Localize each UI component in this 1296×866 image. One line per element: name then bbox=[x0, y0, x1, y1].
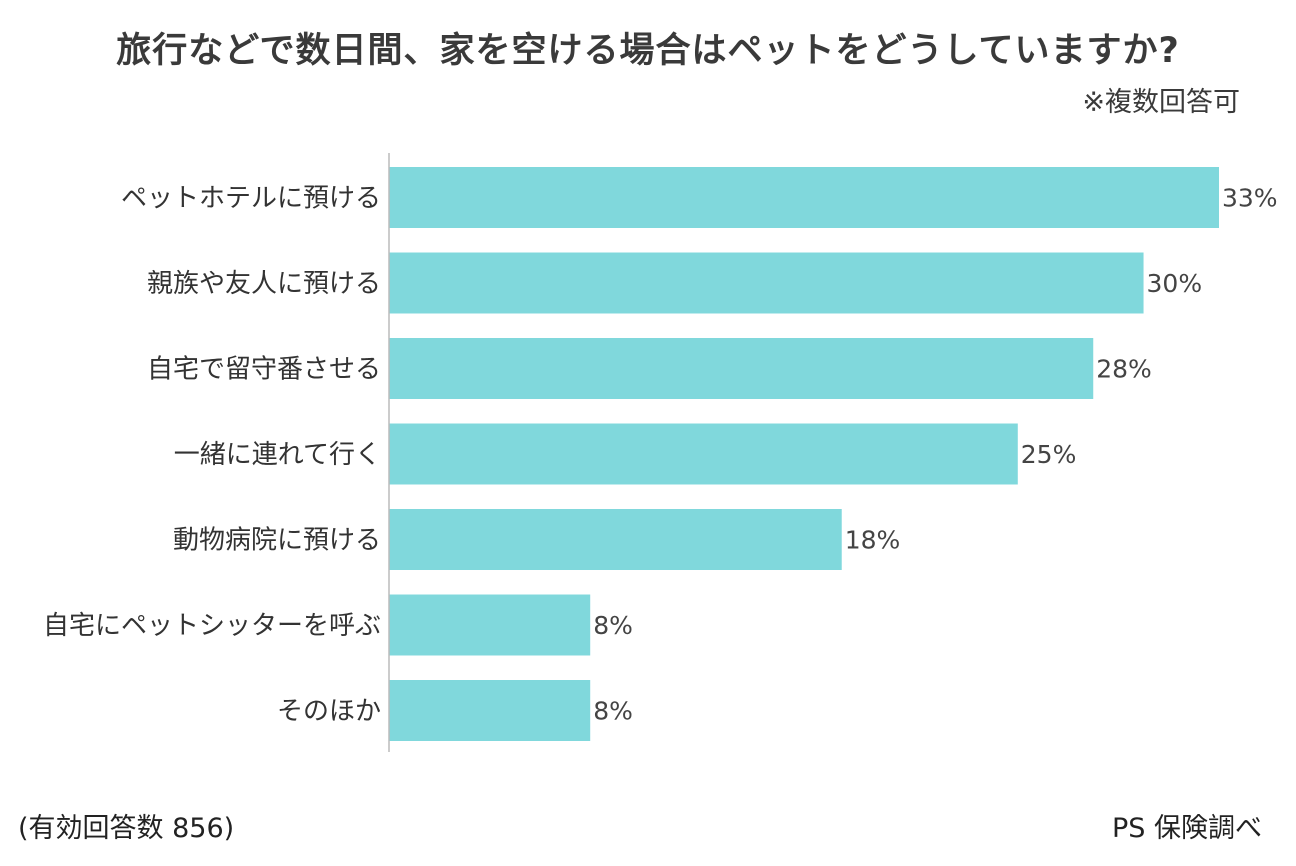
bar-3 bbox=[389, 338, 1094, 399]
value-label-3: 28% bbox=[1096, 355, 1152, 384]
category-label-6: 自宅にペットシッターを呼ぶ bbox=[43, 611, 381, 641]
category-label-5: 動物病院に預ける bbox=[173, 526, 381, 556]
source-note: PS 保険調べ bbox=[1111, 813, 1262, 844]
chart-title: 旅行などで数日間、家を空ける場合はペットをどうしていますか? bbox=[116, 31, 1180, 71]
value-label-6: 8% bbox=[593, 611, 633, 640]
value-label-1: 33% bbox=[1222, 184, 1278, 213]
multiple-answer-note: ※複数回答可 bbox=[1082, 87, 1240, 118]
category-label-3: 自宅で留守番させる bbox=[147, 355, 381, 385]
category-labels-group: ペットホテルに預ける親族や友人に預ける自宅で留守番させる一緒に連れて行く動物病院… bbox=[43, 184, 381, 727]
value-label-4: 25% bbox=[1021, 440, 1077, 469]
category-label-7: そのほか bbox=[277, 697, 381, 727]
category-label-1: ペットホテルに預ける bbox=[121, 184, 381, 214]
bar-4 bbox=[389, 423, 1018, 485]
bar-6 bbox=[389, 594, 591, 656]
bar-2 bbox=[389, 252, 1144, 314]
bar-1 bbox=[389, 167, 1219, 228]
value-label-2: 30% bbox=[1147, 269, 1203, 298]
category-label-2: 親族や友人に預ける bbox=[147, 269, 381, 299]
bar-5 bbox=[389, 509, 842, 570]
value-label-7: 8% bbox=[593, 697, 633, 726]
value-labels-group: 33% 30% 28% 25% 18% 8% 8% bbox=[593, 184, 1277, 726]
category-label-4: 一緒に連れて行く bbox=[174, 440, 381, 470]
bar-7 bbox=[389, 680, 591, 741]
sample-size-note: (有効回答数 856) bbox=[18, 813, 235, 844]
bars-group bbox=[389, 167, 1219, 741]
value-label-5: 18% bbox=[845, 526, 901, 555]
